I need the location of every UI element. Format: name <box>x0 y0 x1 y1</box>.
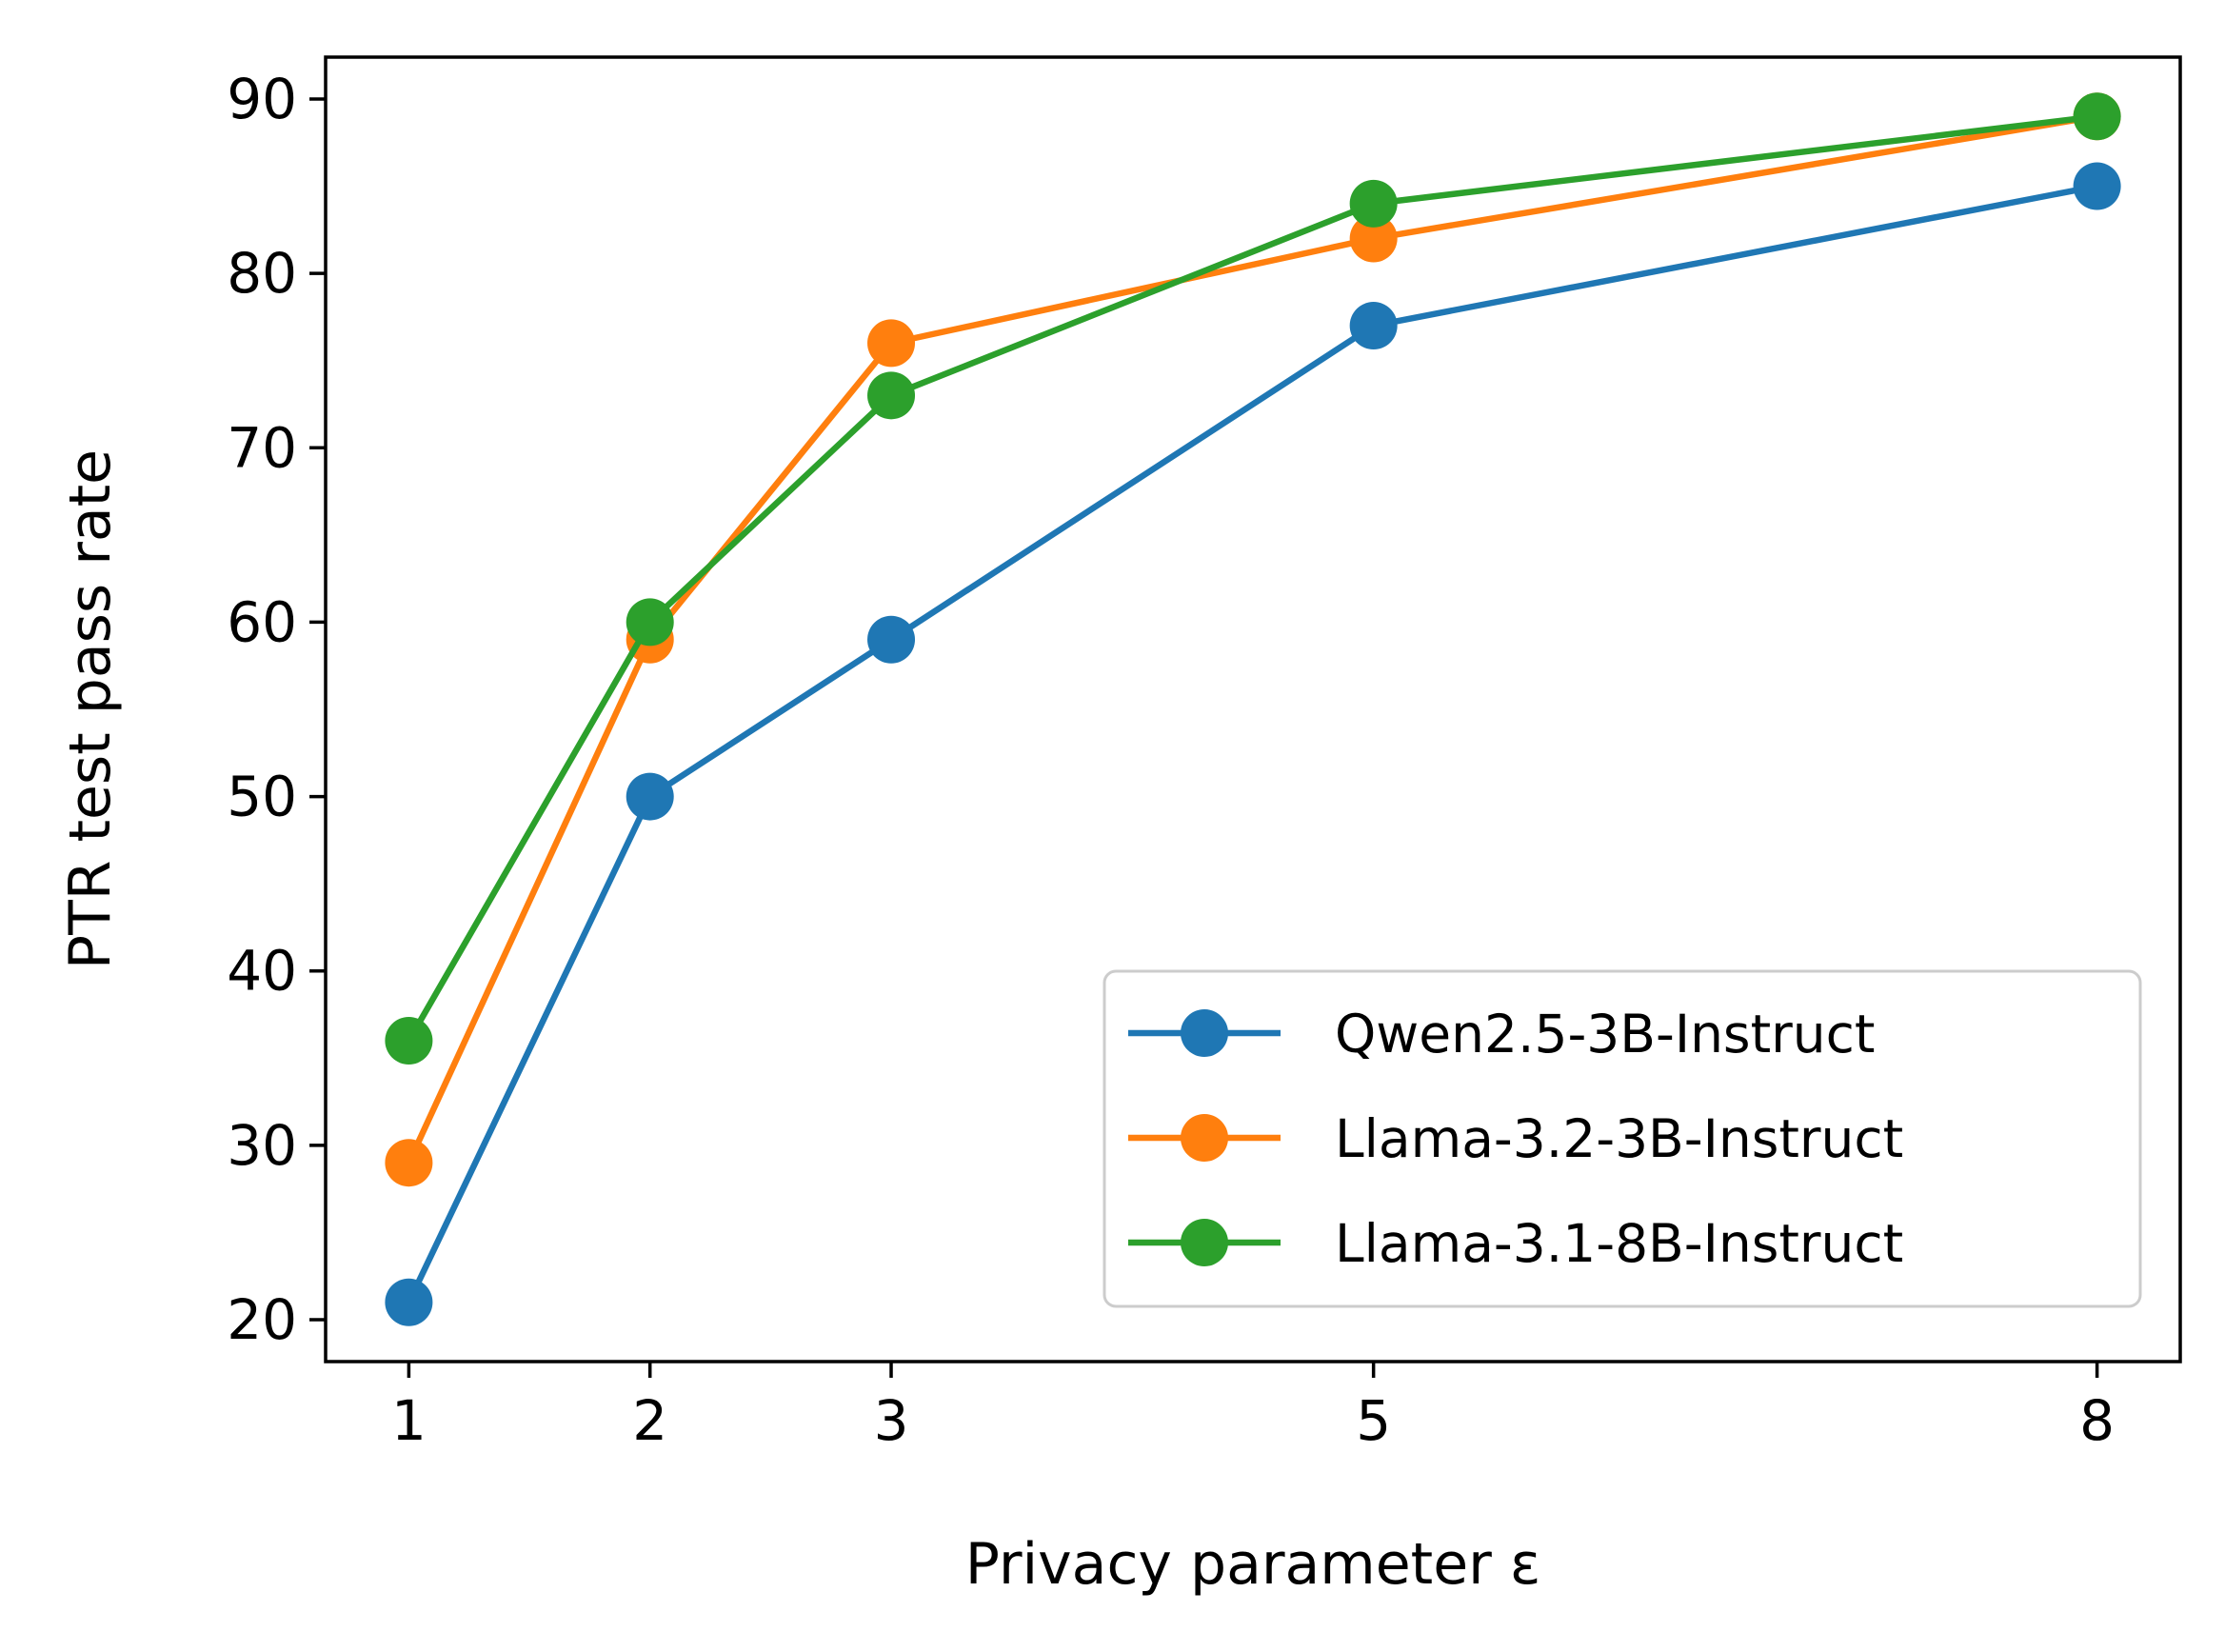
y-axis: 20 30 40 50 60 70 80 90 <box>227 67 326 1352</box>
data-point <box>385 1016 433 1065</box>
series-qwen2-5-3b-instruct <box>385 162 2121 1326</box>
data-point <box>626 772 674 821</box>
legend-item: Llama-3.1-8B-Instruct <box>1128 1213 1903 1274</box>
x-axis-label: Privacy parameter ε <box>965 1531 1541 1598</box>
x-tick-label: 8 <box>2079 1388 2115 1453</box>
legend-marker <box>1181 1219 1228 1266</box>
y-axis-label: PTR test pass rate <box>57 449 124 969</box>
data-point <box>867 615 916 664</box>
data-point <box>1349 302 1398 350</box>
x-tick-label: 3 <box>874 1388 909 1453</box>
x-tick-label: 5 <box>1356 1388 1391 1453</box>
data-point <box>626 598 674 647</box>
legend-label: Qwen2.5-3B-Instruct <box>1335 1004 1875 1065</box>
y-tick-label: 30 <box>227 1113 297 1178</box>
data-point <box>385 1278 433 1326</box>
legend-marker <box>1181 1009 1228 1057</box>
series-llama-3-1-8b-instruct <box>385 92 2121 1065</box>
legend: Qwen2.5-3B-Instruct Llama-3.2-3B-Instruct… <box>1103 969 2142 1308</box>
data-point <box>867 319 916 368</box>
y-tick-label: 80 <box>227 241 297 306</box>
x-axis: 1 2 3 5 8 <box>391 1362 2115 1453</box>
y-tick-label: 50 <box>227 765 297 829</box>
data-point <box>867 371 916 420</box>
y-tick-label: 60 <box>227 589 297 654</box>
legend-label: Llama-3.1-8B-Instruct <box>1335 1213 1903 1274</box>
y-tick-label: 70 <box>227 415 297 480</box>
legend-item: Llama-3.2-3B-Instruct <box>1128 1108 1903 1169</box>
data-point <box>2073 92 2121 141</box>
data-point <box>385 1139 433 1187</box>
y-tick-label: 40 <box>227 939 297 1004</box>
y-tick-label: 90 <box>227 67 297 131</box>
plot-frame <box>324 55 2182 1363</box>
data-point <box>1349 214 1398 263</box>
legend-box <box>1103 969 2142 1308</box>
legend-item: Qwen2.5-3B-Instruct <box>1128 1004 1875 1065</box>
data-point <box>1349 179 1398 228</box>
legend-label: Llama-3.2-3B-Instruct <box>1335 1108 1903 1169</box>
series-layer <box>385 92 2121 1326</box>
y-tick-label: 20 <box>227 1287 297 1352</box>
data-point <box>2073 162 2121 210</box>
x-tick-label: 1 <box>391 1388 427 1453</box>
x-tick-label: 2 <box>632 1388 667 1453</box>
legend-marker <box>1181 1114 1228 1162</box>
